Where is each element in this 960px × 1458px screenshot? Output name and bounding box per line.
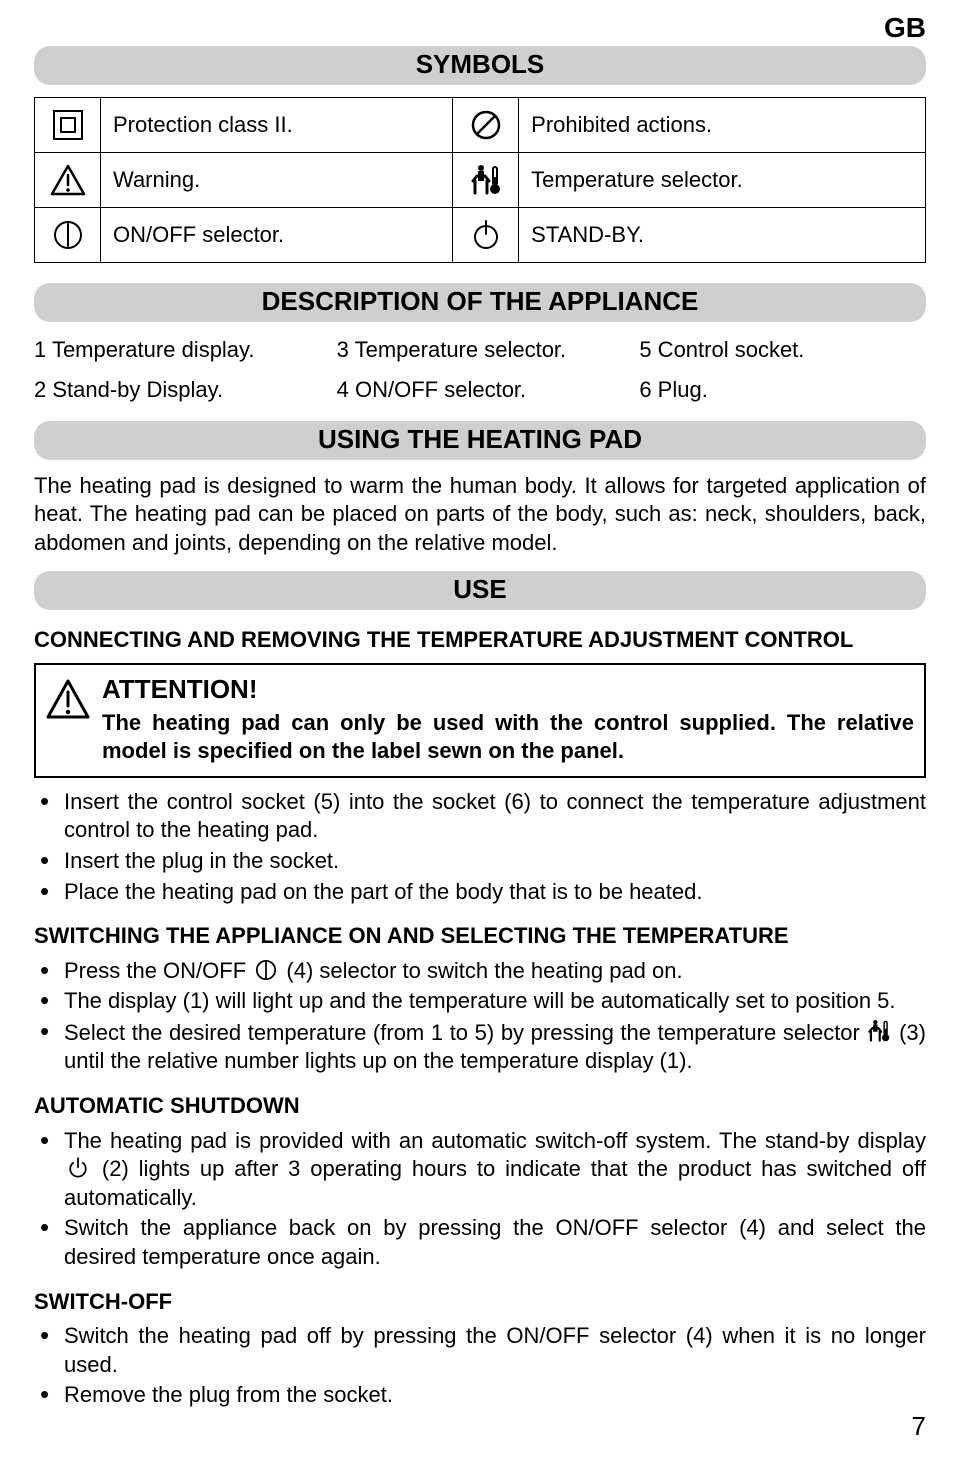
warning-icon bbox=[50, 164, 86, 196]
symbols-table: Protection class II. Prohibited actions.… bbox=[34, 97, 926, 263]
table-row: Protection class II. Prohibited actions. bbox=[35, 97, 926, 152]
switching-bullets: Press the ON/OFF (4) selector to switch … bbox=[34, 957, 926, 1076]
bullet-text: Select the desired temperature (from 1 t… bbox=[64, 1020, 866, 1045]
description-list: 1 Temperature display. 3 Temperature sel… bbox=[34, 336, 926, 405]
temp-selector-icon bbox=[868, 1018, 890, 1044]
list-item: 3 Temperature selector. bbox=[337, 336, 624, 365]
list-item: 2 Stand-by Display. bbox=[34, 376, 321, 405]
bullet-text: The heating pad is provided with an auto… bbox=[64, 1128, 926, 1153]
onoff-icon bbox=[51, 218, 85, 252]
standby-icon bbox=[66, 1156, 90, 1180]
list-item: Insert the plug in the socket. bbox=[34, 847, 926, 876]
connecting-bullets: Insert the control socket (5) into the s… bbox=[34, 788, 926, 906]
section-heading-using: USING THE HEATING PAD bbox=[34, 421, 926, 460]
symbol-cell bbox=[453, 152, 519, 207]
symbol-label: Warning. bbox=[101, 152, 453, 207]
warning-icon bbox=[46, 673, 90, 719]
auto-bullets: The heating pad is provided with an auto… bbox=[34, 1127, 926, 1272]
subheading-auto: AUTOMATIC SHUTDOWN bbox=[34, 1092, 926, 1121]
region-tag: GB bbox=[884, 10, 926, 46]
table-row: Warning. Temperature selector. bbox=[35, 152, 926, 207]
onoff-icon bbox=[254, 958, 278, 982]
section-heading-use: USE bbox=[34, 571, 926, 610]
list-item: 6 Plug. bbox=[639, 376, 926, 405]
symbol-label: STAND-BY. bbox=[519, 207, 926, 262]
using-paragraph: The heating pad is designed to warm the … bbox=[34, 472, 926, 558]
attention-box: ATTENTION! The heating pad can only be u… bbox=[34, 663, 926, 778]
bullet-text: (2) lights up after 3 operating hours to… bbox=[64, 1156, 926, 1210]
list-item: 1 Temperature display. bbox=[34, 336, 321, 365]
symbol-cell bbox=[453, 207, 519, 262]
subheading-switchoff: SWITCH-OFF bbox=[34, 1288, 926, 1317]
list-item: Insert the control socket (5) into the s… bbox=[34, 788, 926, 845]
standby-icon bbox=[469, 218, 503, 252]
attention-title: ATTENTION! bbox=[102, 673, 914, 707]
list-item: Switch the appliance back on by pressing… bbox=[34, 1214, 926, 1271]
page-number: 7 bbox=[912, 1410, 926, 1444]
bullet-text: (4) selector to switch the heating pad o… bbox=[286, 958, 682, 983]
symbol-cell bbox=[453, 97, 519, 152]
section-heading-description: DESCRIPTION OF THE APPLIANCE bbox=[34, 283, 926, 322]
class2-icon bbox=[51, 108, 85, 142]
symbol-label: Protection class II. bbox=[101, 97, 453, 152]
symbol-label: ON/OFF selector. bbox=[101, 207, 453, 262]
switchoff-bullets: Switch the heating pad off by pressing t… bbox=[34, 1322, 926, 1410]
bullet-text: Press the ON/OFF bbox=[64, 958, 252, 983]
symbol-cell bbox=[35, 207, 101, 262]
symbol-label: Temperature selector. bbox=[519, 152, 926, 207]
list-item: 4 ON/OFF selector. bbox=[337, 376, 624, 405]
symbol-cell bbox=[35, 97, 101, 152]
symbol-cell bbox=[35, 152, 101, 207]
section-heading-symbols: SYMBOLS bbox=[34, 46, 926, 85]
attention-body: The heating pad can only be used with th… bbox=[102, 709, 914, 766]
table-row: ON/OFF selector. STAND-BY. bbox=[35, 207, 926, 262]
list-item: Place the heating pad on the part of the… bbox=[34, 878, 926, 907]
temp-selector-icon bbox=[471, 163, 501, 197]
list-item: 5 Control socket. bbox=[639, 336, 926, 365]
list-item: Press the ON/OFF (4) selector to switch … bbox=[34, 957, 926, 986]
subheading-connecting: CONNECTING AND REMOVING THE TEMPERATURE … bbox=[34, 626, 926, 655]
list-item: The heating pad is provided with an auto… bbox=[34, 1127, 926, 1213]
prohibit-icon bbox=[469, 108, 503, 142]
list-item: The display (1) will light up and the te… bbox=[34, 987, 926, 1016]
subheading-switching: SWITCHING THE APPLIANCE ON AND SELECTING… bbox=[34, 922, 926, 951]
list-item: Remove the plug from the socket. bbox=[34, 1381, 926, 1410]
list-item: Select the desired temperature (from 1 t… bbox=[34, 1018, 926, 1076]
symbol-label: Prohibited actions. bbox=[519, 97, 926, 152]
list-item: Switch the heating pad off by pressing t… bbox=[34, 1322, 926, 1379]
